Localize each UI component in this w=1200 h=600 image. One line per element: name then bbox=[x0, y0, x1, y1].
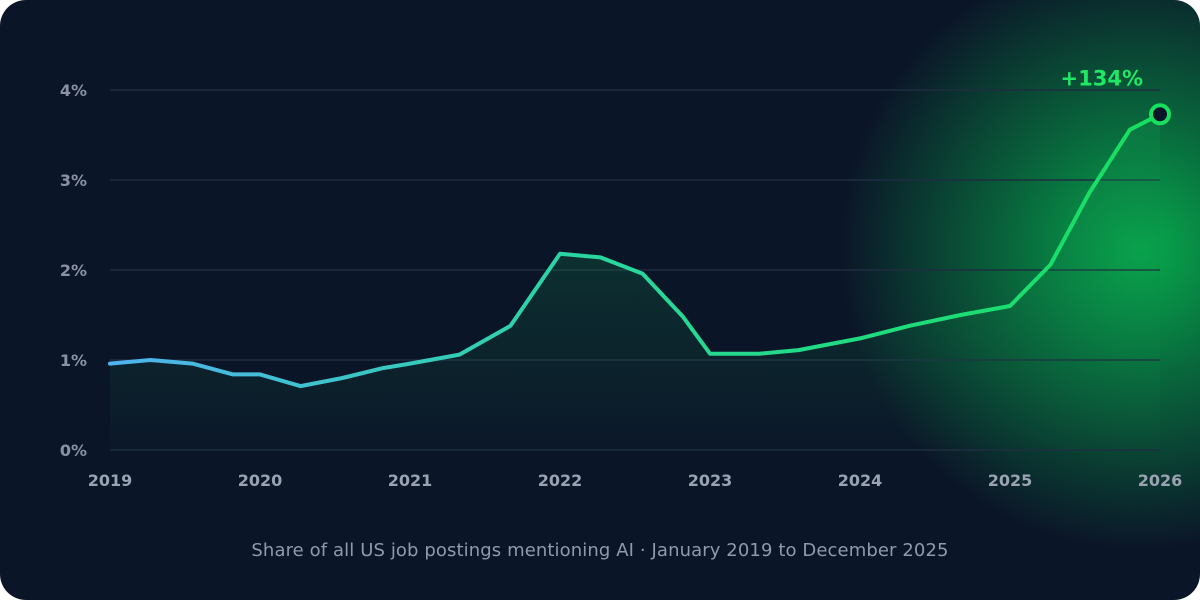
x-tick-label: 2024 bbox=[838, 471, 883, 490]
series-line bbox=[108, 112, 1162, 389]
growth-callout: +134% bbox=[1061, 66, 1143, 90]
x-tick-label: 2022 bbox=[538, 471, 583, 490]
x-tick-label: 2023 bbox=[688, 471, 733, 490]
y-tick-label: 4% bbox=[60, 81, 87, 100]
x-tick-label: 2020 bbox=[238, 471, 283, 490]
x-tick-label: 2021 bbox=[388, 471, 433, 490]
x-tick-label: 2025 bbox=[988, 471, 1033, 490]
series-area bbox=[110, 114, 1160, 451]
x-tick-label: 2026 bbox=[1138, 471, 1183, 490]
end-point-marker bbox=[1149, 103, 1171, 126]
y-tick-label: 0% bbox=[60, 441, 87, 460]
y-tick-label: 2% bbox=[60, 261, 87, 280]
x-tick-label: 2019 bbox=[88, 471, 133, 490]
chart-caption: Share of all US job postings mentioning … bbox=[251, 540, 949, 561]
y-tick-label: 1% bbox=[60, 351, 87, 370]
y-tick-label: 3% bbox=[60, 171, 87, 190]
